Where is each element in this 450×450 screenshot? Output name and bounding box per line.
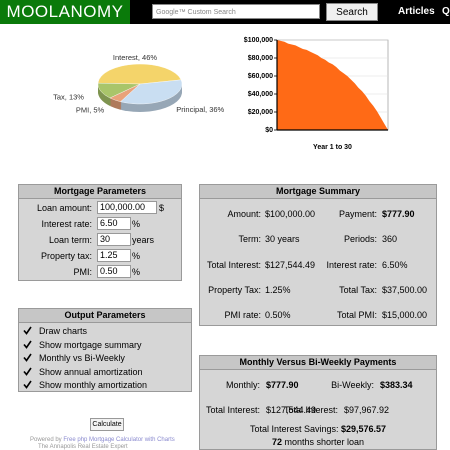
pie-label: Principal, 36% xyxy=(176,105,224,114)
field-input[interactable]: 0.50 xyxy=(97,265,131,278)
field-input[interactable]: 100,000.00 xyxy=(97,201,157,214)
mortgage-summary-panel: Mortgage Summary Amount: $100,000.00 Payme… xyxy=(199,184,437,326)
field-unit: % xyxy=(132,267,141,277)
summary-value: 30 years xyxy=(265,234,300,245)
label: months shorter loan xyxy=(284,437,365,447)
charts: Interest, 46% Tax, 13% PMI, 5% Principal, 3… xyxy=(53,37,389,151)
mortgage-parameters-panel: Mortgage Parameters Loan amount: 100,000.… xyxy=(18,184,182,281)
option-label: Monthly vs Bi-Weekly xyxy=(39,353,125,363)
field-unit: % xyxy=(132,251,141,261)
field-unit: $ xyxy=(159,203,165,213)
summary-label: PMI rate: xyxy=(224,310,261,321)
search-input[interactable]: Google™ Custom Search xyxy=(152,4,320,19)
footer-link[interactable]: Free php Mortgage Calculator with Charts xyxy=(63,437,175,443)
search-button[interactable]: Search xyxy=(326,3,378,21)
summary-value: 1.25% xyxy=(265,284,291,295)
x-axis-label: Year 1 to 30 xyxy=(313,144,352,151)
field-unit: % xyxy=(132,219,141,229)
field-label: Loan term: xyxy=(48,235,92,245)
shorter-row: 72 months shorter loan xyxy=(200,436,436,448)
field-label: PMI: xyxy=(73,267,92,277)
field-unit: years xyxy=(132,235,155,245)
value: 72 xyxy=(271,437,282,447)
checkbox[interactable] xyxy=(23,353,32,362)
field-label: Interest rate: xyxy=(41,219,92,229)
field-input[interactable]: 6.50 xyxy=(97,217,131,230)
summary-label: Total Tax: xyxy=(339,284,377,295)
checkbox[interactable] xyxy=(23,367,32,376)
pie-label: Tax, 13% xyxy=(53,92,84,101)
label: Total Interest: xyxy=(283,405,338,415)
panel-title: Output Parameters xyxy=(19,309,191,323)
pie-label: Interest, 46% xyxy=(113,53,158,62)
value: $97,967.92 xyxy=(344,405,390,415)
option-label: Show annual amortization xyxy=(39,366,143,377)
summary-value: $777.90 xyxy=(382,209,415,219)
pie-label: PMI, 5% xyxy=(76,105,105,114)
option-label: Draw charts xyxy=(39,326,88,336)
nav-link[interactable]: Articles xyxy=(398,6,435,17)
label: Total Interest Savings: xyxy=(249,424,339,434)
y-tick-label: $20,000 xyxy=(248,109,273,116)
summary-label: Total Interest: xyxy=(206,259,261,270)
summary-label: Interest rate: xyxy=(326,259,377,270)
panel-title: Monthly Versus Bi-Weekly Payments xyxy=(200,356,436,370)
footer: Powered by Free php Mortgage Calculator … xyxy=(30,437,175,443)
summary-value: 0.50% xyxy=(265,310,291,321)
y-tick-label: $80,000 xyxy=(248,55,273,62)
label: Monthly: xyxy=(225,380,260,390)
pie-slice xyxy=(97,63,182,85)
footer-text: Powered by xyxy=(30,437,62,443)
option-label: Show monthly amortization xyxy=(39,380,148,390)
pie-slice xyxy=(120,79,183,105)
checkbox[interactable] xyxy=(23,380,32,389)
panel-title: Mortgage Summary xyxy=(200,185,436,199)
value: $29,576.57 xyxy=(341,424,387,434)
y-tick-label: $40,000 xyxy=(248,91,273,98)
summary-label: Periods: xyxy=(343,234,377,245)
checkbox[interactable] xyxy=(23,340,32,349)
comparison-panel: Monthly Versus Bi-Weekly Payments Monthl… xyxy=(199,355,437,450)
field-input[interactable]: 30 xyxy=(97,233,131,246)
calculate-button[interactable]: Calculate xyxy=(90,418,124,431)
summary-value: 360 xyxy=(382,234,398,245)
footer-tagline: The Annapolis Real Estate Expert xyxy=(38,444,128,450)
y-tick-label: $0 xyxy=(265,127,273,134)
y-tick-label: $60,000 xyxy=(248,73,273,80)
summary-label: Property Tax: xyxy=(208,284,261,295)
summary-value: 6.50% xyxy=(382,259,408,270)
value: $127,544.49 xyxy=(266,405,317,415)
logo[interactable]: MOOLANOMY xyxy=(0,0,130,24)
label: Bi-Weekly: xyxy=(331,380,374,390)
y-tick-label: $100,000 xyxy=(244,37,273,44)
checkbox[interactable] xyxy=(23,326,32,335)
summary-label: Payment: xyxy=(338,209,377,219)
label: Total Interest: xyxy=(205,405,260,415)
summary-label: Total PMI: xyxy=(336,310,377,321)
summary-value: $37,500.00 xyxy=(382,284,428,295)
output-parameters-panel: Output Parameters Draw charts Show mortga… xyxy=(18,308,192,392)
panel-title: Mortgage Parameters xyxy=(19,185,181,199)
summary-value: $127,544.49 xyxy=(265,259,316,270)
summary-label: Term: xyxy=(238,234,262,245)
summary-value: $100,000.00 xyxy=(265,209,316,219)
area xyxy=(277,40,388,130)
summary-label: Amount: xyxy=(227,209,261,219)
option-label: Show mortgage summary xyxy=(39,339,142,350)
value: $383.34 xyxy=(380,380,413,390)
field-label: Property tax: xyxy=(40,251,92,261)
nav-link[interactable]: Q xyxy=(442,6,450,17)
summary-value: $15,000.00 xyxy=(382,310,428,321)
field-label: Loan amount: xyxy=(36,203,92,213)
savings-row: Total Interest Savings: $29,576.57 xyxy=(200,423,436,435)
field-input[interactable]: 1.25 xyxy=(97,249,131,262)
value: $777.90 xyxy=(266,380,299,390)
